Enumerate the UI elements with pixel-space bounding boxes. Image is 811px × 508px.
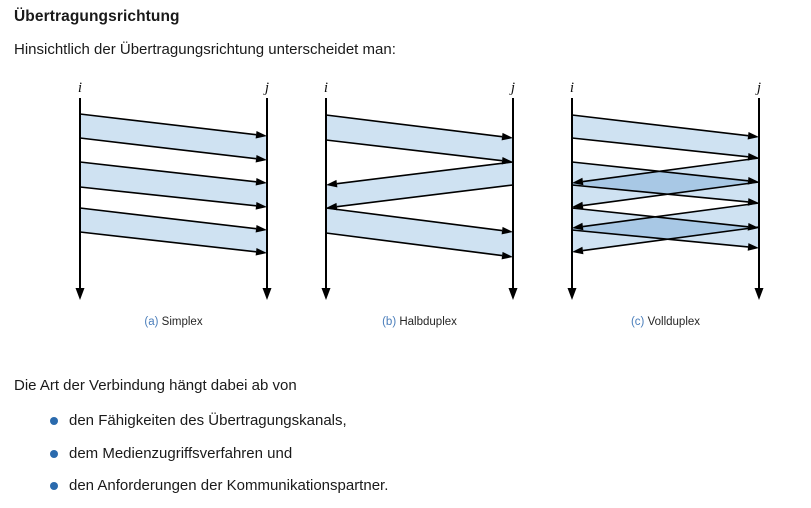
message-arrow-head	[255, 130, 267, 139]
message-arrow-line	[325, 114, 503, 138]
message-arrow-head	[572, 177, 584, 186]
message-arrow-line	[79, 207, 257, 230]
message-arrow-line	[79, 186, 257, 207]
caption-text: Vollduplex	[647, 316, 701, 328]
transmission-band-i-to-j	[326, 115, 513, 162]
message-arrow-line	[571, 137, 749, 158]
timeline-i-head	[321, 288, 331, 300]
list-item-text: dem Medienzugriffsverfahren und	[69, 444, 293, 462]
message-arrow-head	[255, 202, 267, 210]
message-arrow-head	[572, 201, 584, 210]
timeline-i-head	[567, 288, 577, 300]
message-arrow-line	[571, 161, 749, 182]
caption-index: (b)	[382, 316, 397, 328]
transmission-band-i-to-j	[572, 115, 759, 158]
message-arrow-line	[325, 207, 503, 232]
message-arrow-head	[747, 223, 759, 231]
list-item: den Fähigkeiten des Übertragungskanals,	[50, 413, 388, 429]
caption-text: Simplex	[161, 316, 203, 328]
message-arrow-head	[501, 132, 513, 141]
transmission-band-i-to-j	[572, 208, 759, 248]
message-arrow-head	[501, 226, 513, 235]
timeline-j-head	[262, 288, 272, 300]
message-arrow-line	[571, 229, 749, 248]
message-arrow-line	[571, 207, 749, 228]
message-arrow-line	[79, 161, 257, 183]
caption-index: (c)	[630, 316, 645, 328]
transmission-band-i-to-j	[572, 162, 759, 203]
message-arrow-line	[571, 184, 749, 203]
page-title: Übertragungsrichtung	[14, 8, 180, 25]
message-arrow-line	[79, 231, 257, 253]
bullet-icon	[50, 449, 58, 458]
transmission-band-i-to-j	[80, 208, 267, 253]
timeline-label-i: i	[78, 80, 82, 96]
figure-caption-halbduplex: (b) Halbduplex	[312, 316, 527, 328]
message-arrow-line	[325, 232, 503, 257]
message-arrow-head	[572, 222, 584, 231]
dependency-list: den Fähigkeiten des Übertragungskanals, …	[50, 413, 388, 508]
message-arrow-head	[255, 247, 267, 256]
message-arrow-head	[747, 243, 759, 251]
timeline-label-j: j	[755, 80, 761, 96]
timeline-label-j: j	[263, 80, 269, 96]
message-arrow-head	[747, 131, 759, 140]
message-arrow-line	[336, 184, 514, 208]
message-arrow-head	[747, 177, 759, 185]
transmission-band-i-to-j	[80, 114, 267, 160]
message-arrow-head	[255, 177, 267, 186]
figure-caption-simplex: (a) Simplex	[66, 316, 281, 328]
transmission-band-i-to-j	[326, 208, 513, 257]
message-arrow-line	[79, 137, 257, 160]
timeline-j-head	[754, 288, 764, 300]
message-arrow-head	[501, 251, 513, 260]
timeline-label-i: i	[570, 80, 574, 96]
intro-text: Hinsichtlich der Übertragungsrichtung un…	[14, 41, 396, 58]
transmission-band-i-to-j	[80, 162, 267, 207]
figure-caption-vollduplex: (c) Vollduplex	[558, 316, 773, 328]
dependency-intro-text: Die Art der Verbindung hängt dabei ab vo…	[14, 377, 297, 394]
message-arrow-line	[79, 113, 257, 136]
message-arrow-head	[326, 179, 338, 188]
list-item: dem Medienzugriffsverfahren und	[50, 444, 388, 462]
message-arrow-head	[255, 154, 267, 163]
list-item-text: den Fähigkeiten des Übertragungskanals,	[69, 412, 347, 429]
bullet-icon	[50, 417, 58, 425]
transmission-band-j-to-i	[326, 162, 513, 208]
timeline-i-head	[75, 288, 85, 300]
bullet-icon	[50, 482, 58, 490]
list-item-text: den Anforderungen der Kommunikationspart…	[69, 477, 389, 494]
caption-text: Halbduplex	[399, 316, 457, 328]
list-item: den Anforderungen der Kommunikationspart…	[50, 478, 388, 494]
message-arrow-head	[255, 224, 267, 233]
message-arrow-line	[325, 139, 503, 162]
message-arrow-line	[582, 202, 760, 228]
timeline-j-head	[508, 288, 518, 300]
caption-index: (a)	[144, 316, 159, 328]
message-arrow-line	[571, 114, 749, 137]
message-arrow-line	[582, 157, 760, 183]
message-arrow-line	[336, 161, 514, 185]
timeline-label-i: i	[324, 80, 328, 96]
message-arrow-head	[572, 246, 584, 255]
timeline-label-j: j	[509, 80, 515, 96]
